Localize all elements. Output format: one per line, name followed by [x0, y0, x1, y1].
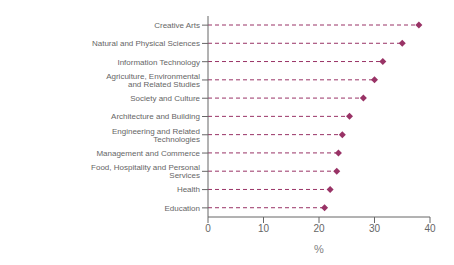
- svg-text:Food, Hospitality and Personal: Food, Hospitality and PersonalServices: [91, 163, 200, 180]
- svg-text:Architecture and Building: Architecture and Building: [111, 112, 200, 121]
- svg-text:10: 10: [258, 223, 270, 234]
- svg-text:Management and Commerce: Management and Commerce: [96, 149, 200, 158]
- svg-text:%: %: [314, 243, 324, 255]
- svg-text:30: 30: [369, 223, 381, 234]
- svg-text:Engineering and RelatedTechnol: Engineering and RelatedTechnologies: [112, 127, 200, 144]
- svg-text:Agriculture, Environmentaland: Agriculture, Environmentaland Related St…: [106, 72, 200, 89]
- svg-text:Health: Health: [177, 185, 200, 194]
- svg-text:Education: Education: [164, 204, 200, 213]
- svg-text:Creative Arts: Creative Arts: [154, 21, 200, 30]
- svg-text:Natural and Physical Sciences: Natural and Physical Sciences: [92, 39, 200, 48]
- svg-text:0: 0: [205, 223, 211, 234]
- svg-text:40: 40: [424, 223, 436, 234]
- svg-text:Information Technology: Information Technology: [117, 58, 200, 67]
- svg-text:20: 20: [313, 223, 325, 234]
- svg-text:Society and Culture: Society and Culture: [130, 94, 200, 103]
